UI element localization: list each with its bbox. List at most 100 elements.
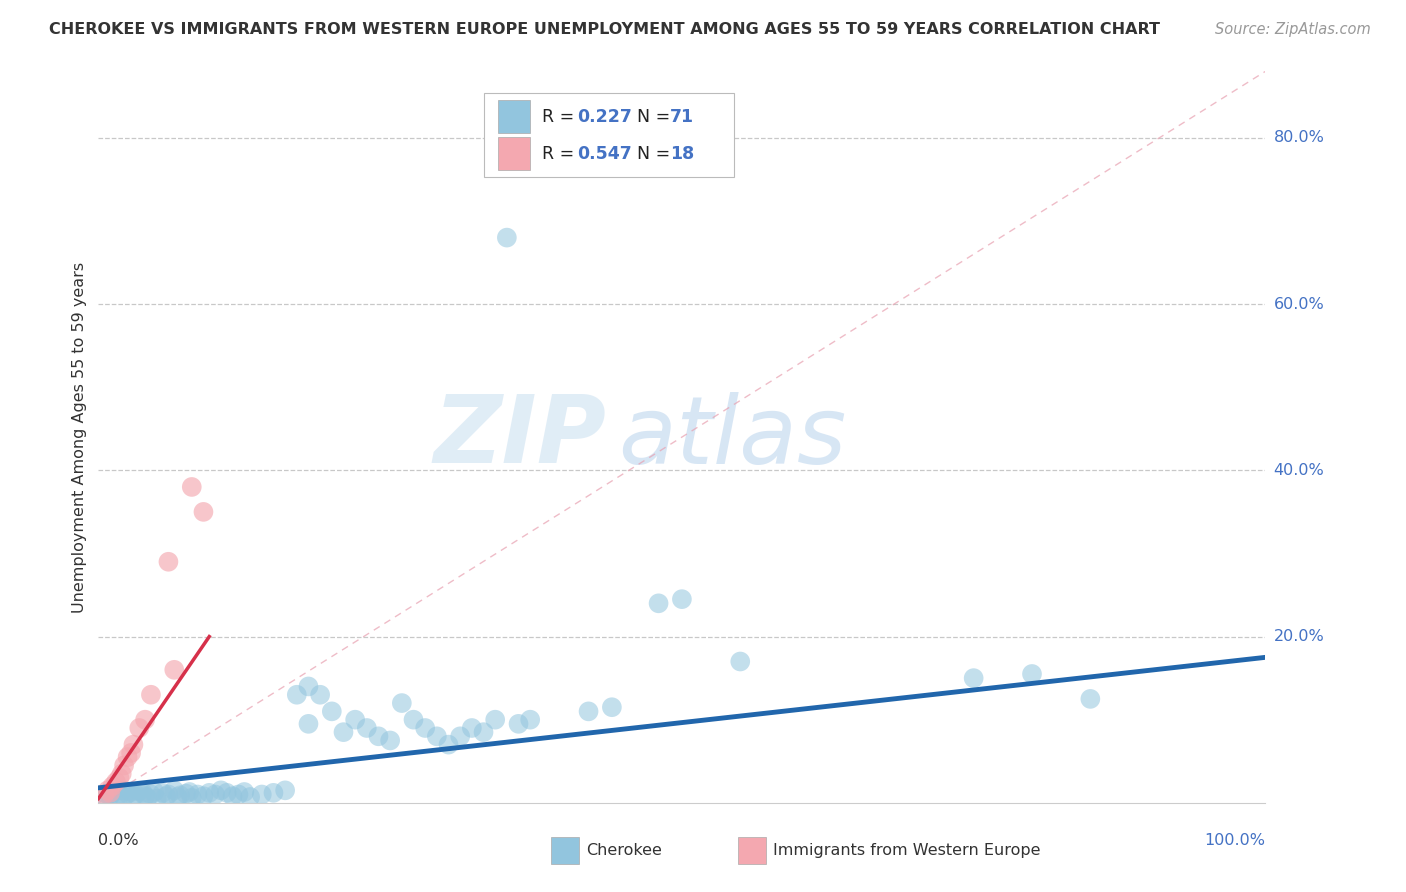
Point: [426, 729, 449, 743]
FancyBboxPatch shape: [498, 137, 530, 170]
Point: [508, 716, 530, 731]
Point: [449, 729, 471, 743]
Point: [97, 783, 120, 797]
Point: [297, 716, 319, 731]
Point: [117, 750, 139, 764]
Point: [111, 783, 134, 797]
Point: [108, 789, 131, 803]
Point: [157, 788, 180, 802]
FancyBboxPatch shape: [551, 838, 579, 863]
Point: [128, 784, 150, 798]
Point: [228, 788, 250, 802]
Text: 60.0%: 60.0%: [1274, 297, 1324, 311]
Point: [198, 786, 221, 800]
Point: [97, 788, 120, 802]
Point: [139, 788, 162, 802]
Point: [101, 779, 124, 793]
Point: [204, 788, 226, 802]
Text: CHEROKEE VS IMMIGRANTS FROM WESTERN EUROPE UNEMPLOYMENT AMONG AGES 55 TO 59 YEAR: CHEROKEE VS IMMIGRANTS FROM WESTERN EURO…: [49, 22, 1160, 37]
Point: [180, 790, 202, 805]
Point: [962, 671, 984, 685]
Text: 40.0%: 40.0%: [1274, 463, 1324, 478]
Point: [112, 758, 135, 772]
Point: [461, 721, 484, 735]
Text: Source: ZipAtlas.com: Source: ZipAtlas.com: [1215, 22, 1371, 37]
Point: [221, 789, 243, 804]
Point: [146, 791, 169, 805]
Point: [166, 789, 188, 804]
Point: [120, 746, 142, 760]
Point: [297, 680, 319, 694]
Point: [125, 788, 148, 802]
Point: [215, 786, 238, 800]
Point: [134, 789, 156, 804]
Text: Immigrants from Western Europe: Immigrants from Western Europe: [773, 843, 1040, 858]
Point: [484, 713, 506, 727]
Point: [104, 790, 127, 805]
Text: 0.547: 0.547: [576, 145, 631, 163]
Point: [143, 785, 166, 799]
Text: 20.0%: 20.0%: [1274, 629, 1324, 644]
Point: [169, 789, 191, 803]
Text: ZIP: ZIP: [433, 391, 606, 483]
Point: [413, 721, 436, 735]
Point: [332, 725, 354, 739]
Point: [239, 789, 262, 804]
Point: [600, 700, 623, 714]
Y-axis label: Unemployment Among Ages 55 to 59 years: Unemployment Among Ages 55 to 59 years: [72, 261, 87, 613]
Point: [108, 771, 131, 785]
Point: [180, 480, 202, 494]
Point: [128, 721, 150, 735]
Text: 80.0%: 80.0%: [1274, 130, 1324, 145]
Text: 0.0%: 0.0%: [98, 833, 139, 848]
Point: [98, 789, 121, 804]
Text: N =: N =: [626, 108, 676, 126]
Text: R =: R =: [541, 108, 579, 126]
Point: [134, 713, 156, 727]
FancyBboxPatch shape: [498, 101, 530, 133]
Text: atlas: atlas: [617, 392, 846, 483]
Point: [285, 688, 308, 702]
Point: [344, 713, 367, 727]
Point: [250, 788, 273, 802]
Point: [122, 738, 145, 752]
Point: [187, 788, 209, 802]
Text: N =: N =: [626, 145, 676, 163]
Point: [496, 230, 519, 244]
Point: [274, 783, 297, 797]
Point: [309, 688, 332, 702]
Point: [356, 721, 378, 735]
Point: [321, 705, 343, 719]
Point: [402, 713, 425, 727]
FancyBboxPatch shape: [484, 94, 734, 178]
Point: [391, 696, 413, 710]
Point: [179, 785, 201, 799]
Point: [1080, 692, 1102, 706]
Point: [1021, 667, 1043, 681]
Point: [578, 705, 600, 719]
Point: [647, 596, 669, 610]
Point: [101, 786, 124, 800]
Text: 0.227: 0.227: [576, 108, 631, 126]
Point: [139, 688, 162, 702]
Point: [122, 789, 145, 804]
Point: [163, 783, 186, 797]
Text: Cherokee: Cherokee: [586, 843, 662, 858]
Point: [472, 725, 495, 739]
Point: [117, 787, 139, 801]
Text: 71: 71: [671, 108, 695, 126]
Point: [730, 655, 752, 669]
Point: [174, 787, 197, 801]
Text: 100.0%: 100.0%: [1205, 833, 1265, 848]
Point: [132, 786, 155, 800]
Point: [152, 786, 174, 800]
Point: [136, 790, 159, 805]
Point: [209, 783, 232, 797]
Point: [367, 729, 389, 743]
Point: [93, 788, 115, 802]
Text: R =: R =: [541, 145, 579, 163]
FancyBboxPatch shape: [738, 838, 766, 863]
Point: [157, 555, 180, 569]
Point: [193, 505, 215, 519]
Text: 18: 18: [671, 145, 695, 163]
